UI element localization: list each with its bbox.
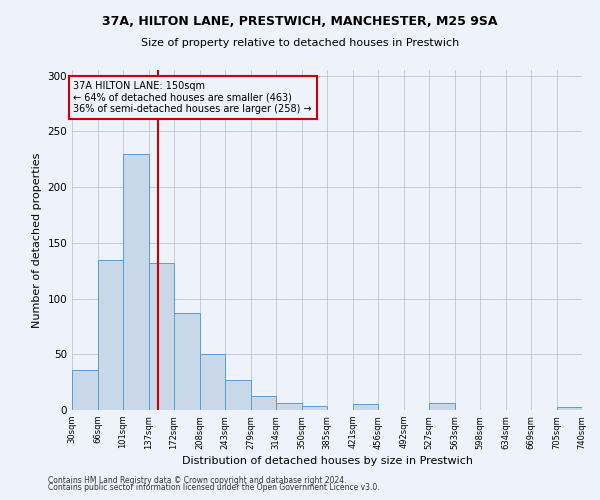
Text: Contains public sector information licensed under the Open Government Licence v3: Contains public sector information licen… <box>48 484 380 492</box>
Text: 37A, HILTON LANE, PRESTWICH, MANCHESTER, M25 9SA: 37A, HILTON LANE, PRESTWICH, MANCHESTER,… <box>102 15 498 28</box>
Bar <box>72 370 98 410</box>
Bar <box>149 263 174 410</box>
Bar <box>276 404 302 410</box>
Bar <box>302 406 327 410</box>
Y-axis label: Number of detached properties: Number of detached properties <box>32 152 42 328</box>
Bar <box>174 313 200 410</box>
Bar <box>557 406 582 410</box>
Text: Contains HM Land Registry data © Crown copyright and database right 2024.: Contains HM Land Registry data © Crown c… <box>48 476 347 485</box>
Bar <box>251 396 276 410</box>
Bar <box>353 404 378 410</box>
Bar <box>200 354 225 410</box>
Bar <box>123 154 149 410</box>
X-axis label: Distribution of detached houses by size in Prestwich: Distribution of detached houses by size … <box>182 456 473 466</box>
Text: 37A HILTON LANE: 150sqm
← 64% of detached houses are smaller (463)
36% of semi-d: 37A HILTON LANE: 150sqm ← 64% of detache… <box>73 81 312 114</box>
Bar <box>98 260 123 410</box>
Bar <box>225 380 251 410</box>
Bar <box>429 404 455 410</box>
Text: Size of property relative to detached houses in Prestwich: Size of property relative to detached ho… <box>141 38 459 48</box>
